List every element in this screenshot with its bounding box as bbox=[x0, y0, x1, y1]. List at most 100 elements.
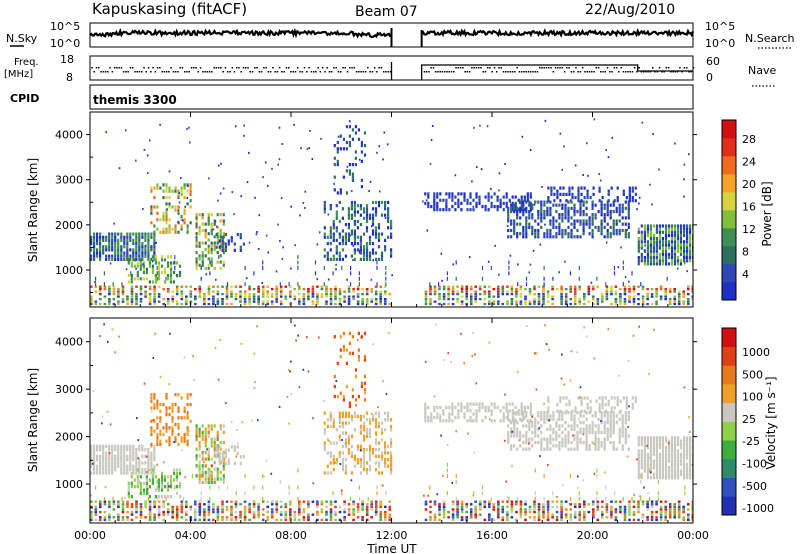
power-cell bbox=[607, 189, 610, 193]
power-cell bbox=[679, 224, 683, 228]
power-cell bbox=[436, 208, 439, 212]
velocity-cell bbox=[153, 419, 156, 423]
velocity-cell bbox=[686, 452, 689, 457]
power-cell bbox=[649, 246, 652, 250]
power-cell bbox=[510, 302, 514, 306]
velocity-cell bbox=[316, 500, 319, 503]
power-cell bbox=[615, 210, 618, 214]
velocity-cell bbox=[501, 508, 505, 511]
power-cell bbox=[261, 293, 265, 296]
velocity-cell bbox=[284, 513, 288, 516]
velocity-cell bbox=[138, 468, 141, 472]
power-cell bbox=[365, 300, 369, 303]
power-cell bbox=[282, 246, 284, 249]
power-cell bbox=[588, 219, 591, 223]
freq-point bbox=[464, 71, 466, 73]
velocity-cell bbox=[510, 500, 514, 503]
power-cell bbox=[687, 285, 690, 288]
velocity-cell bbox=[171, 516, 174, 519]
velocity-cell bbox=[225, 516, 229, 519]
power-cell bbox=[132, 238, 135, 242]
power-cell bbox=[96, 248, 99, 252]
velocity-cell bbox=[159, 402, 162, 407]
velocity-cell bbox=[388, 508, 392, 511]
power-cell bbox=[673, 262, 677, 266]
velocity-cell bbox=[433, 513, 437, 516]
velocity-cell bbox=[424, 500, 428, 503]
power-cell bbox=[108, 285, 111, 288]
velocity-cell bbox=[198, 505, 202, 509]
velocity-cell bbox=[361, 516, 364, 519]
velocity-cell bbox=[171, 432, 174, 437]
power-cell bbox=[144, 293, 147, 296]
velocity-cell bbox=[186, 416, 189, 420]
power-cell bbox=[219, 241, 222, 245]
power-cell bbox=[655, 295, 658, 298]
power-cell bbox=[156, 211, 159, 215]
power-cell bbox=[550, 186, 553, 190]
velocity-cell bbox=[646, 436, 649, 440]
power-cell bbox=[465, 290, 468, 293]
power-cell bbox=[213, 244, 216, 248]
velocity-cell bbox=[114, 444, 117, 449]
power-cell bbox=[533, 293, 536, 296]
velocity-cell bbox=[198, 444, 201, 448]
velocity-cell bbox=[537, 414, 540, 418]
velocity-cell bbox=[201, 424, 204, 428]
velocity-cell bbox=[207, 454, 210, 458]
power-cell bbox=[138, 248, 141, 252]
power-cell bbox=[219, 213, 222, 217]
power-cell bbox=[117, 288, 120, 291]
power-cell bbox=[356, 235, 359, 239]
power-cell bbox=[579, 213, 582, 217]
power-cell bbox=[370, 278, 373, 281]
power-cell bbox=[447, 288, 450, 291]
power-cell bbox=[108, 293, 111, 296]
velocity-cell bbox=[302, 510, 306, 514]
velocity-cell bbox=[138, 444, 141, 449]
velocity-cell bbox=[183, 439, 186, 443]
power-cell bbox=[661, 262, 664, 266]
velocity-cell bbox=[316, 510, 319, 514]
velocity-cell bbox=[643, 456, 646, 460]
velocity-cell bbox=[165, 439, 168, 443]
power-cell bbox=[304, 207, 306, 209]
velocity-cell bbox=[183, 406, 186, 410]
velocity-cell bbox=[585, 437, 588, 441]
power-cell bbox=[354, 125, 357, 129]
velocity-cell bbox=[213, 437, 216, 441]
power-cell bbox=[353, 235, 356, 239]
power-cell bbox=[609, 225, 612, 229]
velocity-cell bbox=[374, 454, 378, 459]
power-cell bbox=[591, 232, 594, 236]
velocity-cell bbox=[483, 518, 487, 522]
velocity-cell bbox=[150, 396, 153, 400]
velocity-cell bbox=[279, 510, 283, 514]
power-cell bbox=[390, 226, 393, 230]
power-cell bbox=[365, 204, 369, 208]
velocity-cell bbox=[676, 436, 680, 440]
velocity-cell bbox=[90, 461, 93, 465]
velocity-cell bbox=[492, 503, 496, 506]
velocity-cell bbox=[361, 503, 364, 506]
power-cell bbox=[279, 240, 281, 243]
power-cell bbox=[506, 300, 509, 303]
power-cell bbox=[90, 238, 93, 242]
power-cell bbox=[537, 285, 541, 288]
power-cell bbox=[157, 277, 160, 281]
freq-point bbox=[254, 67, 256, 69]
power-cell bbox=[442, 198, 445, 202]
freq-point bbox=[654, 71, 656, 73]
power-cell bbox=[526, 192, 529, 196]
velocity-cell bbox=[556, 409, 559, 413]
power-cell bbox=[519, 293, 523, 296]
power-cell bbox=[436, 195, 439, 199]
power-cell bbox=[386, 143, 389, 146]
velocity-cell bbox=[687, 513, 690, 516]
velocity-cell bbox=[658, 462, 661, 467]
velocity-cell bbox=[185, 518, 188, 522]
power-cell bbox=[326, 235, 329, 239]
velocity-cell bbox=[560, 518, 563, 522]
velocity-cell bbox=[670, 456, 674, 460]
power-cell bbox=[553, 199, 556, 203]
